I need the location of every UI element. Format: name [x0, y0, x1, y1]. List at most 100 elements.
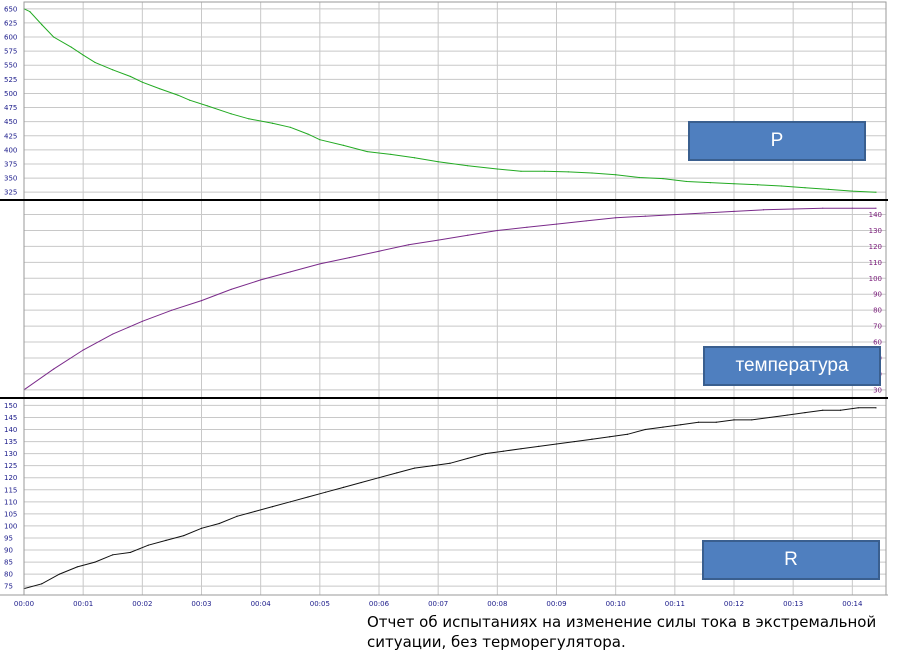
data-point [496, 168, 498, 170]
data-point [289, 501, 291, 503]
y-tick-label: 625 [4, 19, 17, 27]
data-point [567, 171, 569, 173]
data-point [260, 279, 262, 281]
data-point [407, 244, 410, 246]
data-point [94, 561, 96, 563]
data-point [378, 250, 380, 252]
data-point [615, 174, 617, 176]
data-point [555, 223, 558, 225]
data-point [609, 436, 611, 438]
plot-frame [23, 1, 887, 596]
data-point [437, 239, 439, 241]
data-point [733, 183, 735, 185]
y-tick-label: 135 [4, 438, 17, 446]
y-tick-label: 150 [4, 402, 17, 410]
data-point [52, 36, 55, 38]
series-line-1 [23, 207, 876, 391]
data-point [348, 256, 351, 259]
data-point [851, 207, 853, 209]
data-point [342, 144, 345, 146]
y-tick-label: 125 [4, 462, 17, 470]
data-point [573, 440, 575, 443]
data-point [206, 105, 209, 107]
data-point [851, 190, 853, 192]
data-point [467, 165, 469, 167]
data-point [680, 424, 682, 426]
data-point [378, 477, 380, 479]
data-point [828, 188, 830, 190]
data-point [431, 465, 433, 467]
data-point [449, 462, 451, 464]
data-point [82, 54, 84, 56]
data-point [165, 539, 167, 541]
x-tick-label: 00:08 [487, 600, 507, 608]
data-point [638, 176, 640, 179]
data-point [413, 157, 416, 159]
y-tick-label: 145 [4, 414, 17, 422]
data-point [307, 496, 309, 498]
data-point [697, 421, 700, 423]
data-point [236, 515, 238, 517]
data-point [254, 510, 256, 513]
y-tick-label: 525 [4, 76, 17, 84]
data-point [804, 187, 806, 189]
y-tick-label: 130 [4, 450, 17, 458]
data-point [875, 407, 877, 409]
data-point [248, 118, 250, 120]
data-point [70, 46, 72, 48]
y-tick-label: 350 [4, 175, 17, 183]
x-tick-label: 00:10 [606, 600, 626, 608]
y-tick-label: 90 [873, 291, 882, 299]
y-tick-label: 115 [4, 486, 17, 494]
data-point [112, 69, 114, 71]
data-point [230, 113, 232, 115]
p-label-box: P [688, 121, 866, 161]
data-point [413, 467, 416, 469]
x-tick-label: 00:04 [251, 600, 272, 608]
data-point [76, 566, 78, 568]
data-point [839, 409, 842, 411]
y-tick-label: 550 [4, 62, 17, 70]
x-tick-label: 00:14 [842, 600, 863, 608]
data-point [58, 573, 61, 575]
data-point [271, 506, 274, 508]
y-tick-label: 450 [4, 118, 17, 126]
data-point [319, 139, 321, 141]
y-tick-label: 375 [4, 160, 17, 168]
x-tick-label: 00:13 [783, 600, 803, 608]
y-tick-label: 100 [4, 522, 17, 530]
data-point [484, 453, 487, 455]
y-tick-label: 400 [4, 146, 17, 154]
y-tick-label: 110 [4, 498, 17, 506]
data-point [762, 209, 765, 211]
data-point [757, 184, 759, 186]
data-point [520, 170, 522, 172]
y-tick-label: 600 [4, 34, 17, 42]
data-point [390, 153, 392, 155]
data-point [200, 299, 203, 302]
r-label-box: R [702, 540, 880, 580]
x-tick-label: 00:01 [73, 600, 93, 608]
series-line-0 [23, 8, 877, 193]
x-tick-label: 00:05 [310, 600, 330, 608]
data-point [467, 234, 469, 236]
data-point [112, 333, 114, 335]
data-point [141, 81, 143, 83]
data-point [41, 24, 43, 26]
data-point [171, 309, 173, 311]
data-point [733, 210, 735, 212]
data-point [467, 457, 469, 460]
data-point [520, 448, 522, 450]
data-point [271, 122, 274, 124]
data-point [129, 551, 132, 554]
y-tick-label: 95 [4, 534, 13, 542]
y-tick-label: 475 [4, 104, 17, 112]
data-point [41, 583, 43, 585]
y-tick-label: 80 [4, 571, 13, 579]
data-point [325, 491, 327, 493]
data-point [626, 433, 629, 435]
data-point [538, 445, 540, 447]
y-tick-label: 500 [4, 90, 17, 98]
data-point [218, 522, 220, 525]
data-point [686, 180, 688, 183]
